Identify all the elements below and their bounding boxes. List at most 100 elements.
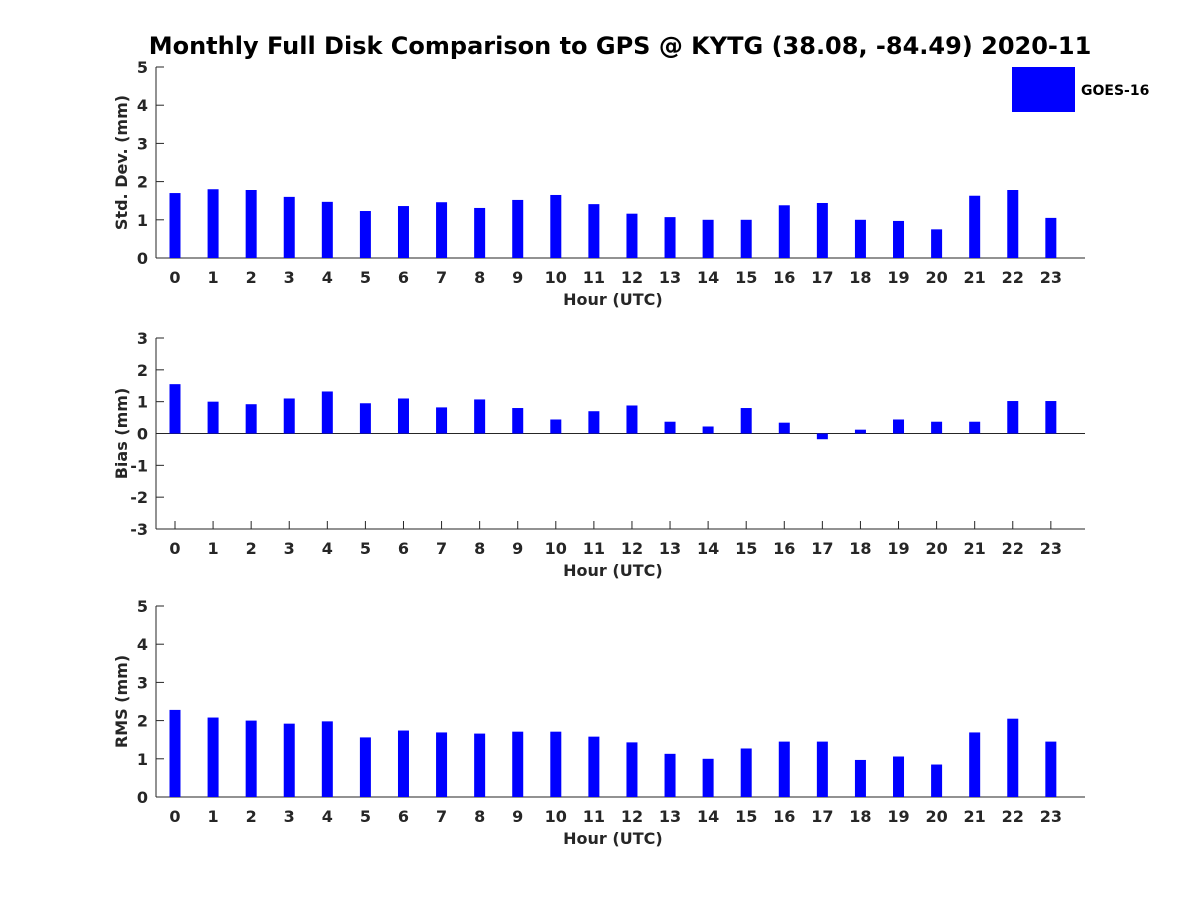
bias-xtick-label: 11 [583, 539, 605, 558]
stddev-bar [778, 205, 790, 258]
stddev-bar [474, 207, 486, 258]
chart-title: Monthly Full Disk Comparison to GPS @ KY… [149, 32, 1092, 60]
bias-xtick-label: 10 [545, 539, 567, 558]
stddev-xtick-label: 16 [773, 268, 795, 287]
stddev-ytick-label: 4 [137, 96, 148, 115]
bias-xtick-label: 13 [659, 539, 681, 558]
rms-xtick-label: 22 [1002, 807, 1024, 826]
stddev-bar [245, 190, 257, 258]
bias-bar [816, 433, 828, 440]
stddev-xtick-label: 15 [735, 268, 757, 287]
bias-bar [245, 404, 257, 434]
stddev-ytick-label: 2 [137, 173, 148, 192]
bias-xtick-label: 2 [246, 539, 257, 558]
rms-xlabel: Hour (UTC) [563, 829, 663, 848]
rms-bar [283, 723, 295, 797]
rms-xtick-label: 21 [964, 807, 986, 826]
stddev-xtick-label: 7 [436, 268, 447, 287]
bias-xtick-label: 17 [811, 539, 833, 558]
bias-ytick-label: 2 [137, 361, 148, 380]
rms-xtick-label: 0 [169, 807, 180, 826]
rms-xtick-label: 9 [512, 807, 523, 826]
bias-bar [207, 401, 219, 434]
stddev-xtick-label: 20 [925, 268, 947, 287]
stddev-bar [816, 202, 828, 258]
stddev-bar [664, 217, 676, 258]
bias-xtick-label: 22 [1002, 539, 1024, 558]
rms-bar [969, 732, 981, 797]
stddev-bar [1007, 190, 1019, 258]
stddev-bar [512, 199, 524, 258]
bias-xtick-label: 7 [436, 539, 447, 558]
stddev-bar [1045, 217, 1057, 258]
bias-xtick-label: 20 [925, 539, 947, 558]
rms-bar [740, 748, 752, 797]
stddev-bar [550, 194, 562, 258]
rms-bar [854, 759, 866, 797]
rms-bar [778, 741, 790, 797]
stddev-ytick-label: 1 [137, 211, 148, 230]
stddev-ylabel: Std. Dev. (mm) [112, 95, 131, 230]
bias-xtick-label: 15 [735, 539, 757, 558]
rms-bar [893, 756, 905, 797]
rms-xtick-label: 23 [1040, 807, 1062, 826]
rms-bar [550, 731, 562, 797]
rms-bar [931, 764, 943, 797]
rms-ytick-label: 3 [137, 673, 148, 692]
stddev-xtick-label: 1 [208, 268, 219, 287]
bias-xtick-label: 8 [474, 539, 485, 558]
rms-xtick-label: 19 [887, 807, 909, 826]
stddev-xtick-label: 13 [659, 268, 681, 287]
bias-ytick-label: -3 [130, 520, 148, 539]
stddev-ytick-label: 5 [137, 58, 148, 77]
rms-bar [397, 730, 409, 797]
rms-xtick-label: 15 [735, 807, 757, 826]
legend: GOES-16 [1012, 67, 1149, 112]
stddev-xtick-label: 12 [621, 268, 643, 287]
stddev-bar [893, 220, 905, 258]
stddev-bar [321, 201, 333, 258]
bias-xtick-label: 19 [887, 539, 909, 558]
bias-bar [321, 391, 333, 434]
bias-xlabel: Hour (UTC) [563, 561, 663, 580]
rms-xtick-label: 8 [474, 807, 485, 826]
stddev-xtick-label: 21 [964, 268, 986, 287]
stddev-ytick-label: 0 [137, 249, 148, 268]
stddev-bar [359, 211, 371, 258]
rms-xtick-label: 5 [360, 807, 371, 826]
bias-bar [436, 407, 448, 434]
rms-bar [1045, 741, 1057, 797]
rms-bar [702, 758, 714, 797]
bias-bar [854, 429, 866, 434]
rms-xtick-label: 4 [322, 807, 333, 826]
bias-xtick-label: 0 [169, 539, 180, 558]
stddev-xtick-label: 6 [398, 268, 409, 287]
rms-bar [816, 741, 828, 797]
bias-bar [778, 422, 790, 434]
rms-bar [1007, 718, 1019, 797]
rms-xtick-label: 12 [621, 807, 643, 826]
rms-ytick-label: 5 [137, 597, 148, 616]
rms-xtick-label: 14 [697, 807, 719, 826]
rms-bar [588, 736, 600, 797]
stddev-xtick-label: 22 [1002, 268, 1024, 287]
rms-xtick-label: 18 [849, 807, 871, 826]
stddev-bar [740, 219, 752, 258]
rms-bar [626, 742, 638, 797]
bias-xtick-label: 5 [360, 539, 371, 558]
rms-bar [664, 753, 676, 797]
bias-bar [664, 421, 676, 434]
stddev-xtick-label: 5 [360, 268, 371, 287]
rms-bar [436, 732, 448, 797]
bias-xtick-label: 12 [621, 539, 643, 558]
stddev-bar [283, 196, 295, 258]
rms-xtick-label: 7 [436, 807, 447, 826]
bias-bar [893, 419, 905, 434]
rms-xtick-label: 10 [545, 807, 567, 826]
bias-ytick-label: 3 [137, 329, 148, 348]
legend-label-goes16: GOES-16 [1081, 83, 1149, 99]
rms-xtick-label: 17 [811, 807, 833, 826]
bias-bar [550, 419, 562, 434]
bias-ytick-label: -1 [130, 456, 148, 475]
